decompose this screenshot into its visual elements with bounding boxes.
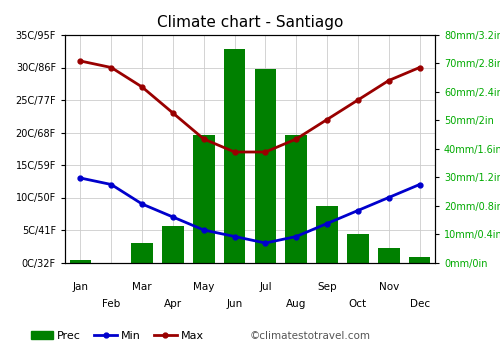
Text: Nov: Nov <box>378 282 399 292</box>
Text: May: May <box>193 282 214 292</box>
Bar <box>409 257 430 262</box>
Text: Feb: Feb <box>102 299 120 309</box>
Bar <box>193 134 214 262</box>
Legend: Prec, Min, Max: Prec, Min, Max <box>30 331 204 341</box>
Bar <box>286 134 307 262</box>
Text: Apr: Apr <box>164 299 182 309</box>
Text: Aug: Aug <box>286 299 306 309</box>
Bar <box>162 225 184 262</box>
Bar <box>347 234 368 262</box>
Title: Climate chart - Santiago: Climate chart - Santiago <box>157 15 343 30</box>
Text: Dec: Dec <box>410 299 430 309</box>
Text: Jul: Jul <box>259 282 272 292</box>
Bar <box>70 260 91 262</box>
Bar <box>254 69 276 262</box>
Text: Sep: Sep <box>318 282 337 292</box>
Text: Mar: Mar <box>132 282 152 292</box>
Text: Jun: Jun <box>226 299 242 309</box>
Bar <box>316 206 338 262</box>
Bar <box>378 248 400 262</box>
Text: ©climatestotravel.com: ©climatestotravel.com <box>250 331 370 341</box>
Text: Oct: Oct <box>349 299 367 309</box>
Bar <box>132 243 153 262</box>
Text: Jan: Jan <box>72 282 88 292</box>
Bar <box>224 49 246 262</box>
